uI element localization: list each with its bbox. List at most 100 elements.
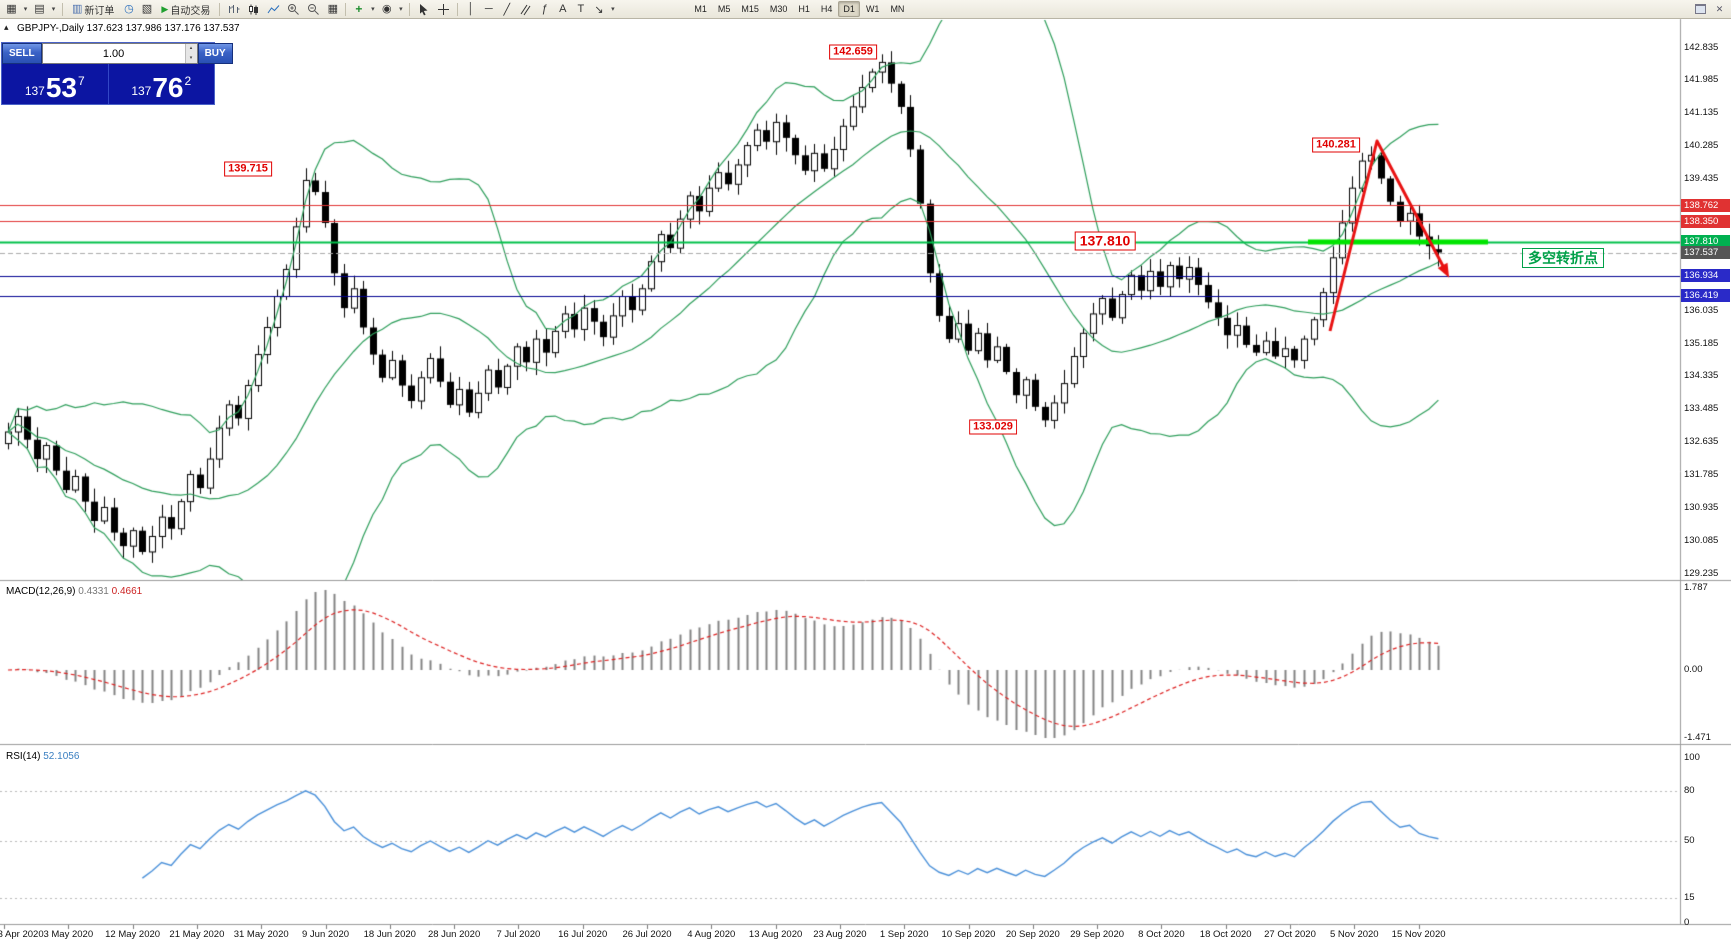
indicators-button[interactable]: + xyxy=(350,1,367,17)
volume-increase-button[interactable]: ▴ xyxy=(185,44,197,54)
trendline-tool-button[interactable]: ╱ xyxy=(498,1,515,17)
bar-chart-icon xyxy=(229,4,240,13)
timeframe-button-mn[interactable]: MN xyxy=(885,1,909,17)
close-window-button[interactable]: ✕ xyxy=(1711,1,1728,17)
text-tool-icon: A xyxy=(559,3,567,15)
history-center-button[interactable]: ◷ xyxy=(120,1,137,17)
price-callout-label[interactable]: 137.810 xyxy=(1074,231,1136,251)
date-axis-label: 23 Aug 2020 xyxy=(813,929,867,940)
trendline-icon: ╱ xyxy=(503,3,511,16)
bid-price-display[interactable]: 137 53 7 xyxy=(2,64,108,104)
new-chart-button[interactable]: ▦ xyxy=(3,1,20,17)
objects-dropdown[interactable]: ▾ xyxy=(396,1,405,17)
toolbar-separator xyxy=(62,2,63,16)
price-axis-label: 129.235 xyxy=(1684,567,1719,579)
volume-input[interactable] xyxy=(42,44,185,63)
price-callout-label[interactable]: 139.715 xyxy=(224,161,272,177)
date-axis-label: 18 Oct 2020 xyxy=(1199,929,1252,940)
price-axis-label: 140.285 xyxy=(1684,140,1719,152)
objects-button[interactable]: ◉ xyxy=(378,1,395,17)
date-axis-label: 31 May 2020 xyxy=(233,929,289,940)
rsi-value: 52.1056 xyxy=(43,751,80,762)
restore-window-button[interactable] xyxy=(1692,1,1709,17)
window-controls: ✕ xyxy=(1692,1,1728,17)
price-callout-label[interactable]: 140.281 xyxy=(1312,137,1360,153)
candlestick-chart-button[interactable] xyxy=(244,1,263,17)
arrow-tool-icon: ↘ xyxy=(594,3,604,16)
timeframe-button-m5[interactable]: M5 xyxy=(713,1,736,17)
cursor-button[interactable] xyxy=(414,1,433,17)
rsi-indicator-label: RSI(14) 52.1056 xyxy=(6,751,79,762)
bid-price-point: 7 xyxy=(78,74,85,88)
price-callout-label[interactable]: 133.029 xyxy=(969,419,1017,435)
timeframe-button-d1[interactable]: D1 xyxy=(838,1,860,17)
macd-main-value: 0.4331 xyxy=(78,586,109,597)
price-axis-tag: 137.537 xyxy=(1681,246,1730,260)
buy-button[interactable]: BUY xyxy=(197,43,233,64)
date-axis-label: 27 Oct 2020 xyxy=(1264,929,1316,940)
date-axis-label: 4 Aug 2020 xyxy=(687,929,736,940)
price-axis-tag: 138.350 xyxy=(1681,214,1730,228)
profiles-button[interactable]: ▤ xyxy=(31,1,48,17)
ask-price-pips: 76 xyxy=(152,72,184,103)
horizontal-line-tool-button[interactable]: ─ xyxy=(480,1,497,17)
date-axis-label: 29 Sep 2020 xyxy=(1070,929,1125,940)
crosshair-button[interactable] xyxy=(434,1,453,17)
price-axis-tag: 137.810 xyxy=(1681,235,1730,249)
timeframe-button-m15[interactable]: M15 xyxy=(736,1,764,17)
chart-window-button[interactable]: ▧ xyxy=(138,1,155,17)
ohlc-values: 137.623 137.986 137.176 137.537 xyxy=(86,23,240,34)
channel-tool-button[interactable] xyxy=(516,1,535,17)
bar-chart-button[interactable] xyxy=(224,1,243,17)
one-click-panel-toggle[interactable]: ▴ xyxy=(4,22,9,32)
date-axis-label: 13 Aug 2020 xyxy=(748,929,803,940)
timeframe-button-w1[interactable]: W1 xyxy=(861,1,885,17)
zoom-in-button[interactable] xyxy=(284,1,303,17)
macd-axis-label: -1.471 xyxy=(1684,731,1711,743)
price-axis-label: 141.135 xyxy=(1684,107,1719,119)
toolbar-separator xyxy=(345,2,347,16)
autotrading-label: 自动交易 xyxy=(170,5,211,17)
new-order-label: 新订单 xyxy=(84,5,115,17)
timeframe-button-h1[interactable]: H1 xyxy=(793,1,815,17)
zoom-out-button[interactable] xyxy=(304,1,323,17)
macd-axis-label: 0.00 xyxy=(1684,664,1703,675)
rsi-axis-label: 0 xyxy=(1684,917,1690,928)
date-axis-label: 28 Jun 2020 xyxy=(427,929,481,940)
arrow-tools-button[interactable]: ↘ xyxy=(590,1,607,17)
chevron-down-icon: ▾ xyxy=(399,6,403,13)
text-tool-button[interactable]: A xyxy=(554,1,571,17)
autotrading-button[interactable]: ▶ 自动交易 xyxy=(156,1,215,17)
indicators-dropdown[interactable]: ▾ xyxy=(368,1,377,17)
timeframe-button-m30[interactable]: M30 xyxy=(765,1,793,17)
arrow-tools-dropdown[interactable]: ▾ xyxy=(608,1,617,17)
volume-spinner: ▴ ▾ xyxy=(184,44,197,63)
timeframe-button-h4[interactable]: H4 xyxy=(816,1,838,17)
price-callout-label[interactable]: 142.659 xyxy=(829,44,877,60)
new-order-button[interactable]: ▥ 新订单 xyxy=(67,1,119,17)
fibonacci-tool-button[interactable]: ƒ xyxy=(536,1,553,17)
new-chart-dropdown[interactable]: ▾ xyxy=(21,1,30,17)
line-chart-button[interactable] xyxy=(264,1,283,17)
timeframe-button-m1[interactable]: M1 xyxy=(689,1,712,17)
zoom-in-icon xyxy=(288,3,300,15)
vertical-line-tool-button[interactable]: │ xyxy=(462,1,479,17)
date-axis-label: 1 Sep 2020 xyxy=(879,929,929,940)
date-axis-label: 7 Jul 2020 xyxy=(496,929,541,940)
label-tool-icon: T xyxy=(577,3,585,15)
cursor-icon xyxy=(420,3,428,15)
turning-point-note[interactable]: 多空转折点 xyxy=(1522,248,1604,268)
profiles-dropdown[interactable]: ▾ xyxy=(49,1,58,17)
ask-price-display[interactable]: 137 76 2 xyxy=(109,64,215,104)
volume-decrease-button[interactable]: ▾ xyxy=(185,53,197,63)
bid-price-main: 137 xyxy=(24,84,45,98)
date-axis-label: 15 Nov 2020 xyxy=(1391,929,1446,940)
candlestick-chart-icon xyxy=(249,4,259,15)
ask-price-point: 2 xyxy=(184,74,192,88)
new-chart-icon: ▦ xyxy=(6,2,17,15)
tile-windows-button[interactable]: ▦ xyxy=(324,1,341,17)
date-axis-label: 26 Jul 2020 xyxy=(622,929,672,940)
label-tool-button[interactable]: T xyxy=(572,1,589,17)
sell-button[interactable]: SELL xyxy=(2,43,42,64)
